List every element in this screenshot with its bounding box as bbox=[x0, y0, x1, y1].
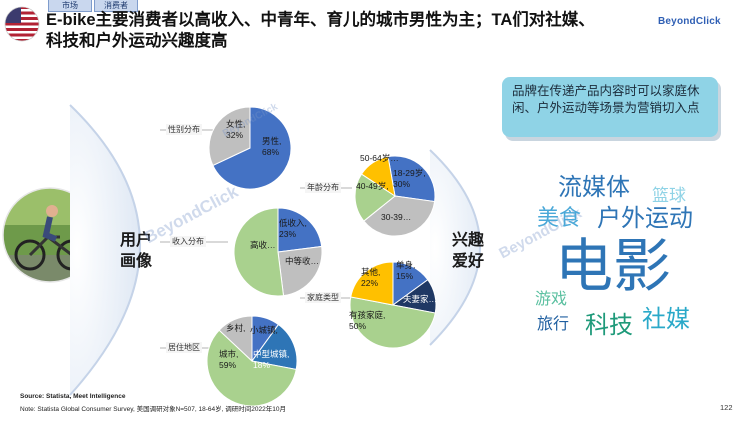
pie-family-pct-2: 50% bbox=[349, 321, 366, 331]
us-flag-icon bbox=[4, 6, 40, 42]
pie-income-slice-2 bbox=[233, 207, 285, 297]
pie-income-pct-0: 23% bbox=[279, 229, 296, 239]
user-profile-line-1: 用户 bbox=[120, 232, 153, 249]
pie-residence-label-3: 乡村, bbox=[226, 323, 245, 333]
pie-age-slice-0 bbox=[387, 155, 436, 203]
word-outdoor-sports: 户外运动 bbox=[597, 205, 693, 232]
pie-residence-label-1: 中型城镇, bbox=[253, 349, 289, 359]
pie-residence-pct-1: 18% bbox=[253, 360, 270, 370]
pie-residence-pct-2: 59% bbox=[219, 360, 236, 370]
pie-income-label-1: 中等收… bbox=[285, 256, 319, 266]
page-number: 122 bbox=[720, 403, 733, 412]
pie-residence-slice-1 bbox=[251, 323, 298, 371]
pie-family-label-3: 其他, bbox=[361, 267, 380, 277]
pie-family-label-2: 有孩家庭, bbox=[349, 310, 385, 320]
pie-age-slice-2 bbox=[354, 173, 396, 222]
pie-gender-pct-1: 32% bbox=[226, 130, 243, 140]
word-food: 美食 bbox=[537, 205, 582, 230]
interests-line-1: 兴趣 bbox=[452, 232, 485, 249]
footer-source: Source: Statista, Meet Intelligence bbox=[20, 393, 126, 400]
pie-age: 18-29岁,30% 30-39… 40-49岁, 50-64岁… bbox=[354, 153, 436, 237]
pie-residence-slice-3 bbox=[218, 315, 253, 363]
word-movies: 电影 bbox=[555, 234, 672, 299]
pie-gender-pct-0: 68% bbox=[262, 147, 279, 157]
pie-residence-label-0: 小城镇, bbox=[250, 325, 278, 335]
pie-age-label-0: 18-29岁, bbox=[393, 168, 426, 178]
pie-family-label-1: 夫妻家… bbox=[403, 294, 437, 304]
pie-gender: 男性,68% 女性,32% bbox=[208, 106, 292, 190]
pie-income: 低收入,23% 中等收… 高收… bbox=[233, 207, 323, 297]
pie-age-label-1: 30-39… bbox=[381, 212, 411, 222]
pie-income-label-0: 低收入, bbox=[279, 218, 307, 228]
word-travel: 旅行 bbox=[537, 316, 570, 333]
pie-residence-label-2: 城市, bbox=[219, 349, 238, 359]
pie-income-slice-0 bbox=[277, 207, 323, 253]
pie-family-slice-3 bbox=[350, 261, 394, 306]
word-tech: 科技 bbox=[585, 312, 633, 339]
user-profile-hub: 用户 画像 bbox=[120, 230, 152, 272]
pie-age-slice-3 bbox=[360, 156, 396, 198]
pie-income-slice-1 bbox=[277, 245, 323, 297]
pie-family-slice-2 bbox=[349, 296, 436, 349]
pie-income-label-2: 高收… bbox=[250, 240, 276, 250]
pie-family-label-0: 单身, bbox=[396, 260, 415, 270]
interests-hub: 兴趣 爱好 bbox=[452, 230, 484, 272]
pie-family-pct-3: 22% bbox=[361, 278, 378, 288]
label-residence: 居住地区 bbox=[166, 342, 202, 353]
interests-line-2: 爱好 bbox=[452, 253, 485, 270]
title-line-2: 科技和户外运动兴趣度高 bbox=[46, 32, 228, 50]
pie-gender-slice-0 bbox=[212, 106, 292, 190]
pie-age-label-3: 50-64岁… bbox=[360, 153, 399, 163]
word-streaming: 流媒体 bbox=[558, 174, 630, 201]
pie-age-pct-0: 30% bbox=[393, 179, 410, 189]
label-age: 年龄分布 bbox=[305, 182, 341, 193]
pie-family: 单身,15% 夫妻家… 有孩家庭,50% 其他,22% bbox=[349, 260, 437, 349]
word-basketball: 篮球 bbox=[652, 186, 686, 205]
tag-market: 市场 bbox=[48, 0, 92, 12]
word-games: 游戏 bbox=[535, 291, 568, 308]
page-title: E-bike主要消费者以高收入、中青年、育儿的城市男性为主；TA们对社媒、 科技… bbox=[46, 10, 666, 52]
pie-age-label-2: 40-49岁, bbox=[356, 181, 389, 191]
user-profile-line-2: 画像 bbox=[120, 253, 153, 270]
word-social-media: 社媒 bbox=[642, 306, 690, 333]
pie-gender-slice-1 bbox=[208, 106, 251, 167]
pie-family-pct-0: 15% bbox=[396, 271, 413, 281]
pie-gender-label-0: 男性, bbox=[262, 136, 281, 146]
pie-age-slice-1 bbox=[363, 195, 436, 237]
pie-gender-label-1: 女性, bbox=[226, 119, 245, 129]
pie-residence-slice-2 bbox=[206, 329, 297, 407]
label-gender: 性别分布 bbox=[166, 124, 202, 135]
pie-residence: 小城镇, 中型城镇,18% 城市,59% 乡村, bbox=[206, 315, 298, 407]
marketing-callout: 品牌在传递产品内容时可以家庭休闲、户外运动等场景为营销切入点 bbox=[502, 77, 718, 137]
title-line-1: E-bike主要消费者以高收入、中青年、育儿的城市男性为主；TA们对社媒、 bbox=[46, 11, 595, 29]
label-family: 家庭类型 bbox=[305, 292, 341, 303]
tag-consumer: 消费者 bbox=[94, 0, 138, 12]
brand-logo: BeyondClick bbox=[658, 16, 721, 27]
footer-note: Note: Statista Global Consumer Survey, 美… bbox=[20, 406, 286, 413]
label-income: 收入分布 bbox=[170, 236, 206, 247]
